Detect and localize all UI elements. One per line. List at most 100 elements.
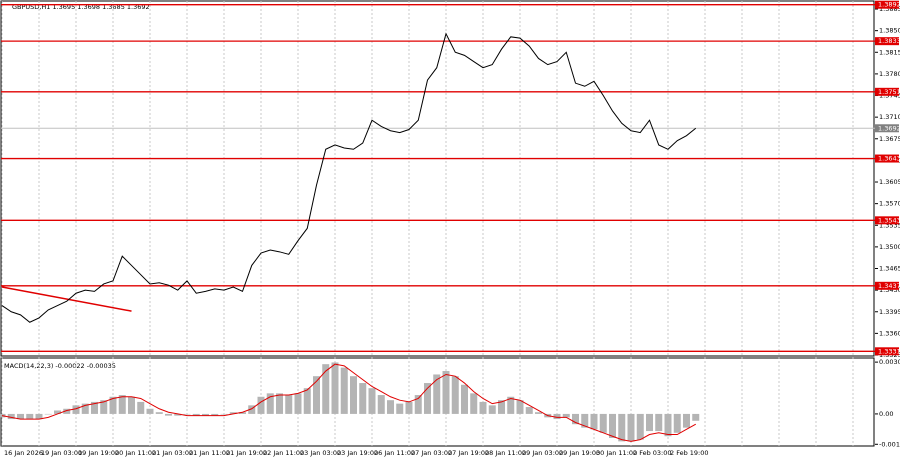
y-tick-label: 1.3535 [879, 221, 900, 229]
y-tick-label: 1.3885 [879, 5, 900, 13]
y-tick-label: 0.00 [879, 410, 893, 418]
macd-bar [35, 413, 43, 420]
macd-bar [590, 413, 598, 430]
macd-bar [183, 413, 191, 415]
x-tick-label: 26 Jan 11:00 [374, 449, 415, 457]
macd-bar [303, 388, 311, 414]
macd-bar [451, 376, 459, 414]
x-tick-label: 23 Jan 03:00 [300, 449, 341, 457]
macd-bar [211, 413, 219, 416]
level-box [875, 0, 899, 9]
x-tick-label: 21 Jan 19:00 [226, 449, 267, 457]
level-label: 1.3437 [878, 282, 900, 290]
level-label: 1.3892 [878, 1, 900, 9]
macd-bar [646, 413, 653, 432]
macd-bar [248, 405, 256, 414]
macd-bar [165, 413, 172, 416]
level-label: 1.3833 [878, 37, 900, 45]
macd-bar [331, 362, 339, 414]
level-label: 1.3331 [878, 347, 900, 355]
macd-bar [498, 400, 505, 414]
macd-bar [91, 401, 98, 414]
x-tick-label: 23 Jan 19:00 [337, 449, 378, 457]
macd-bar [572, 413, 579, 425]
macd-bar [424, 383, 431, 414]
macd-bar [202, 413, 209, 416]
macd-bar [220, 413, 228, 415]
y-tick-label: 1.3395 [879, 308, 900, 316]
level-label: 1.3751 [878, 88, 900, 96]
macd-bar [535, 412, 542, 414]
x-tick-label: 28 Jan 11:00 [485, 449, 526, 457]
macd-bar [276, 393, 283, 414]
y-tick-label: 1.3780 [879, 70, 900, 78]
x-tick-label: 2 Feb 19:00 [670, 449, 709, 457]
macd-bar [414, 395, 422, 414]
level-label: 1.3543 [878, 216, 900, 224]
macd-bar [340, 367, 348, 414]
macd-bar [507, 396, 515, 414]
signal-line [1, 363, 696, 442]
macd-bar [7, 413, 15, 420]
macd-bar [266, 393, 274, 414]
macd-bar [137, 401, 145, 414]
y-tick-label: 1.3710 [879, 113, 900, 121]
macd-bar [525, 407, 533, 414]
y-tick-label: 1.3500 [879, 243, 900, 251]
macd-bar [146, 408, 154, 414]
macd-bar [72, 405, 80, 414]
y-tick-label: 1.3465 [879, 265, 900, 273]
macd-bar [81, 403, 89, 414]
x-tick-label: 19 Jan 19:00 [78, 449, 119, 457]
x-tick-label: 22 Jan 11:00 [263, 449, 304, 457]
y-tick-label: 1.3675 [879, 135, 900, 143]
macd-bar [17, 413, 24, 420]
macd-bar [192, 413, 200, 416]
y-tick-label: 1.3850 [879, 27, 900, 35]
level-box [875, 154, 899, 163]
macd-bar [63, 408, 71, 414]
macd-bar [655, 413, 663, 432]
x-tick-label: 19 Jan 03:00 [41, 449, 82, 457]
macd-bar [377, 395, 385, 414]
macd-bar [683, 413, 690, 428]
last-price-box [875, 124, 899, 133]
x-tick-label: 29 Jan 03:00 [522, 449, 563, 457]
y-tick-label: 1.3360 [879, 329, 900, 337]
macd-bar [692, 413, 700, 421]
macd-bar [359, 383, 367, 414]
x-tick-label: 21 Jan 11:00 [189, 449, 230, 457]
macd-bar [618, 413, 626, 442]
macd-bar [664, 413, 672, 437]
trend-line [1, 286, 132, 312]
y-tick-label: 1.3570 [879, 200, 900, 208]
macd-bar [405, 401, 413, 414]
macd-bar [257, 396, 265, 414]
macd-bar [26, 413, 34, 420]
macd-bar [479, 401, 487, 414]
y-tick-label: 1.3605 [879, 178, 900, 186]
x-tick-label: 29 Jan 19:00 [559, 449, 600, 457]
x-tick-label: 16 Jan 2026 [4, 449, 43, 457]
macd-bar [109, 396, 117, 414]
macd-bar [322, 364, 330, 414]
macd-bar [54, 410, 61, 414]
macd-bar [562, 413, 570, 418]
indicator-title: MACD(14,22,3) -0.00022 -0.00035 [4, 362, 116, 370]
macd-bar [627, 413, 635, 442]
macd-bar [636, 413, 644, 440]
macd-bar [581, 413, 589, 428]
macd-bar [368, 388, 376, 414]
y-tick-label: 1.3815 [879, 48, 900, 56]
x-tick-label: 30 Jan 11:00 [596, 449, 637, 457]
price-line [1, 32, 697, 323]
level-box [875, 281, 899, 290]
chart-title: GBPUSD,H1 1.3695 1.3698 1.3685 1.3692 [12, 3, 150, 11]
x-tick-label: 20 Jan 11:00 [115, 449, 156, 457]
macd-bar [461, 384, 468, 414]
macd-bar [229, 412, 237, 414]
macd-pane [0, 357, 875, 447]
macd-bar [174, 413, 182, 416]
macd-bar [239, 412, 246, 414]
